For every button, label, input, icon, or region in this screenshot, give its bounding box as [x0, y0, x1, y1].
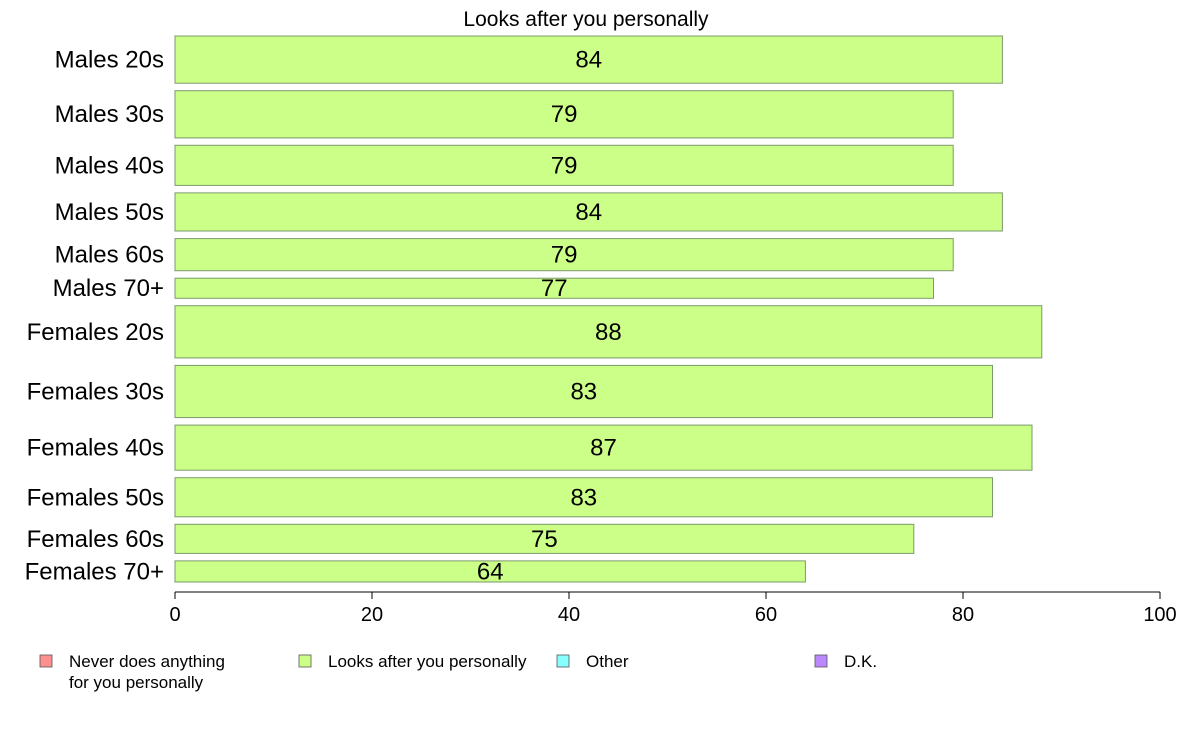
category-label: Females 20s	[27, 319, 164, 346]
category-label: Males 70+	[53, 275, 164, 302]
legend-label: Looks after you personally	[328, 652, 527, 671]
bar-4	[174, 238, 954, 272]
legend-label: D.K.	[844, 652, 877, 671]
category-label: Males 40s	[55, 152, 164, 179]
data-label: 79	[551, 101, 578, 128]
data-label: 88	[595, 319, 622, 346]
category-label: Males 60s	[55, 242, 164, 269]
x-tick-label: 40	[558, 604, 580, 626]
x-tick-label: 100	[1143, 604, 1176, 626]
legend-swatch	[556, 654, 570, 668]
bar-7	[174, 364, 993, 419]
legend-label: for you personally	[69, 673, 204, 692]
data-label: 87	[590, 435, 617, 462]
bar-10	[174, 523, 915, 554]
bar-0	[174, 35, 1003, 84]
chart-title: Looks after you personally	[463, 8, 709, 31]
data-label: 84	[575, 47, 602, 74]
bar-2	[174, 144, 954, 186]
category-label: Males 20s	[55, 47, 164, 74]
x-tick-label: 0	[169, 604, 180, 626]
legend-swatch	[298, 654, 312, 668]
data-label: 79	[551, 152, 578, 179]
data-label: 83	[570, 379, 597, 406]
x-tick-label: 80	[952, 604, 974, 626]
bar-5	[174, 277, 934, 299]
data-label: 84	[575, 199, 602, 226]
data-label: 75	[531, 526, 558, 553]
category-label: Females 30s	[27, 379, 164, 406]
x-tick-label: 60	[755, 604, 777, 626]
bars-group: Males 20s 84 Males 30s 79 Males 40s 79 Males 5…	[25, 35, 1043, 586]
x-tick-label: 20	[361, 604, 383, 626]
bar-9	[174, 477, 993, 518]
x-axis: 0 20 40 60 80 100	[169, 591, 1177, 626]
data-label: 79	[551, 242, 578, 269]
category-label: Males 50s	[55, 199, 164, 226]
legend-swatch	[814, 654, 828, 668]
category-label: Females 70+	[25, 559, 164, 586]
category-label: Females 50s	[27, 484, 164, 511]
category-label: Females 60s	[27, 526, 164, 553]
bar-3	[174, 192, 1003, 232]
bar-1	[174, 90, 954, 139]
legend-label: Never does anything	[69, 652, 225, 671]
bar-6	[174, 305, 1043, 359]
category-label: Females 40s	[27, 435, 164, 462]
legend: Never does anything for you personally Loo…	[39, 652, 877, 692]
category-label: Males 30s	[55, 101, 164, 128]
bar-11	[174, 560, 806, 583]
legend-swatch	[39, 654, 53, 668]
bar-8	[174, 424, 1033, 471]
legend-label: Other	[586, 652, 629, 671]
data-label: 64	[477, 559, 504, 586]
data-label: 83	[570, 484, 597, 511]
data-label: 77	[541, 275, 568, 302]
